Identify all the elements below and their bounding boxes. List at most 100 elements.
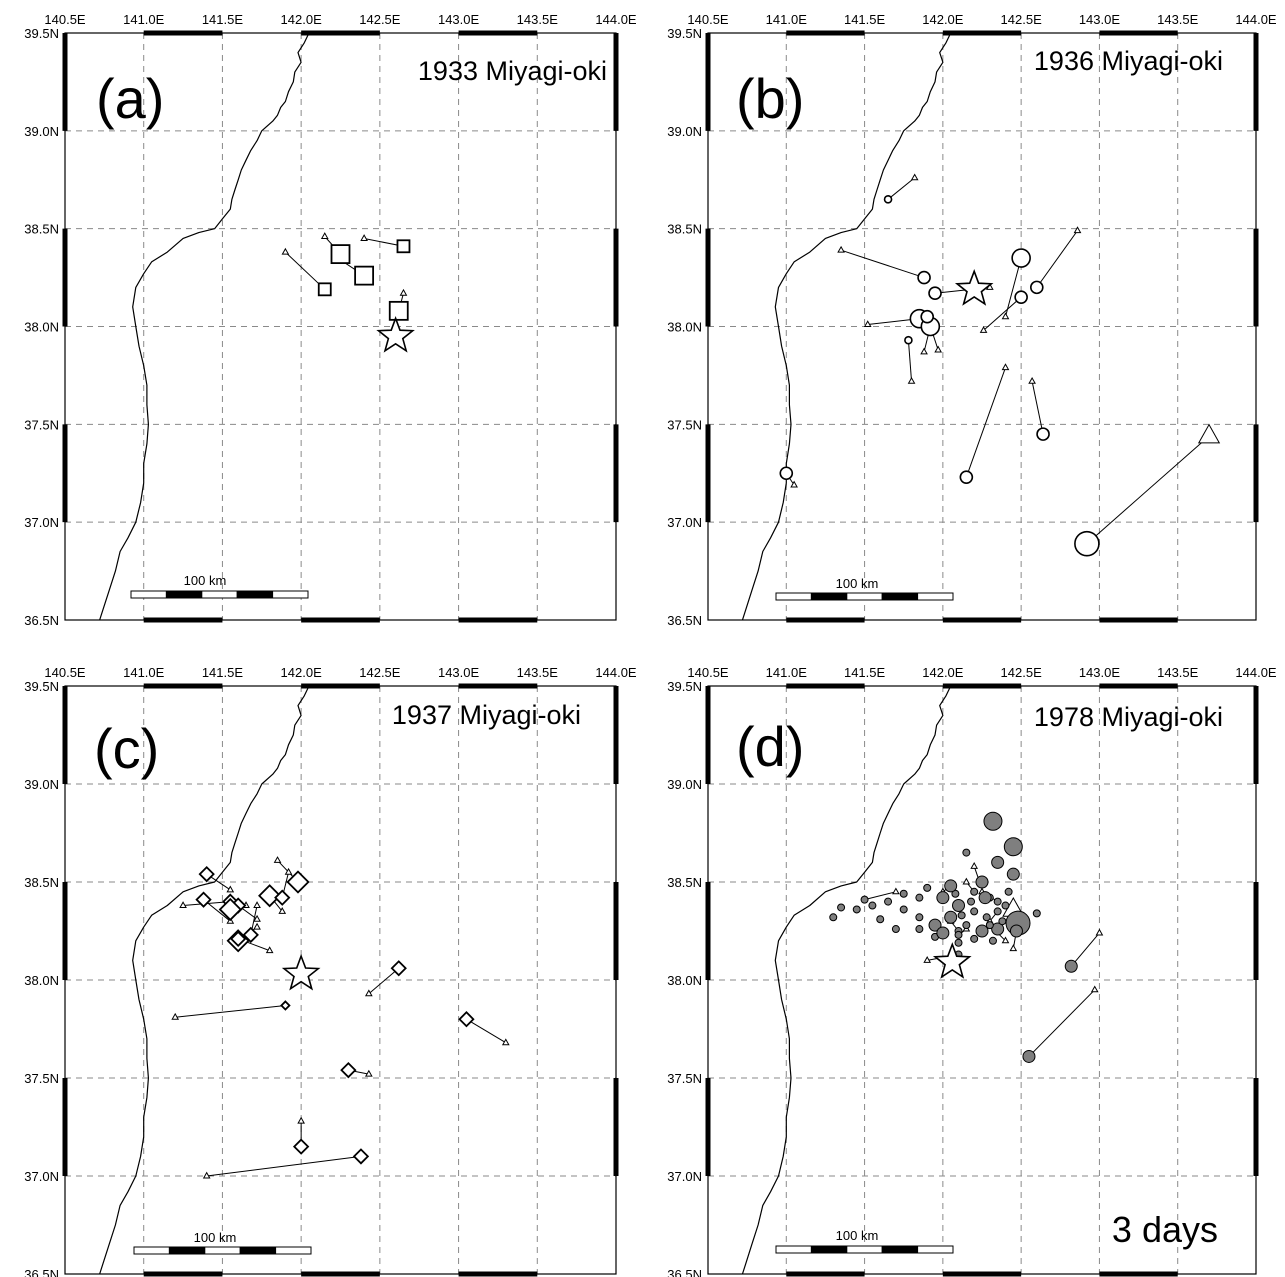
triangle-relocated-marker bbox=[278, 907, 287, 914]
longitude-tick-label: 143.5E bbox=[517, 665, 559, 680]
filled-circle-epicenter-marker bbox=[993, 897, 1002, 906]
map-panel-b: 140.5E 141.0E 141.5E 142.0E 142.5E 143.0E 143.… bbox=[667, 12, 1277, 628]
filled-circle-epicenter-marker bbox=[1001, 901, 1010, 910]
circle-epicenter-marker bbox=[920, 309, 935, 324]
circle-epicenter-marker bbox=[1036, 427, 1050, 441]
filled-circle-epicenter-marker bbox=[988, 936, 997, 945]
longitude-tick-label: 142.0E bbox=[922, 665, 964, 680]
mainshock-star-icon bbox=[281, 953, 321, 991]
scale-bar-segment bbox=[204, 1246, 241, 1255]
latitude-tick-label: 38.0N bbox=[667, 320, 702, 335]
scale-bar-segment bbox=[775, 1245, 812, 1254]
latitude-tick-label: 37.5N bbox=[667, 1071, 702, 1086]
triangle-relocated-marker bbox=[1197, 423, 1221, 444]
map-panel-a: 140.5E 141.0E 141.5E 142.0E 142.5E 143.0E 143.… bbox=[24, 12, 637, 628]
longitude-tick-label: 140.5E bbox=[687, 12, 729, 27]
filled-circle-epicenter-marker bbox=[899, 889, 908, 898]
triangle-relocated-marker bbox=[1028, 376, 1036, 384]
epicenter-layer bbox=[281, 232, 415, 353]
scale-bar-segment bbox=[275, 1246, 312, 1255]
triangle-relocated-marker bbox=[979, 326, 988, 333]
filled-circle-epicenter-marker bbox=[991, 922, 1005, 936]
triangle-relocated-marker bbox=[320, 232, 329, 239]
filled-circle-epicenter-marker bbox=[852, 905, 861, 914]
latitude-tick-label: 36.5N bbox=[667, 613, 702, 628]
graticule bbox=[65, 686, 616, 1274]
scale-bar-segment bbox=[846, 592, 883, 601]
latitude-tick-label: 39.5N bbox=[667, 679, 702, 694]
longitude-tick-label: 140.5E bbox=[687, 665, 729, 680]
mainshock-star-icon bbox=[954, 269, 994, 306]
scale-bar-segment bbox=[239, 1246, 277, 1255]
coastline bbox=[741, 33, 952, 620]
longitude-tick-label: 143.5E bbox=[1157, 665, 1199, 680]
filled-circle-epicenter-marker bbox=[1032, 909, 1041, 918]
scale-bar bbox=[775, 1245, 954, 1254]
diamond-epicenter-marker bbox=[242, 926, 259, 944]
diamond-epicenter-marker bbox=[258, 884, 282, 908]
latitude-tick-label: 39.0N bbox=[667, 124, 702, 139]
scale-bar bbox=[133, 1246, 312, 1255]
map-frame: 140.5E 141.0E 141.5E 142.0E 142.5E 143.0E 143.… bbox=[667, 665, 1277, 1277]
filled-circle-epicenter-marker bbox=[915, 913, 924, 922]
coastline-path bbox=[741, 33, 952, 620]
filled-circle-epicenter-marker bbox=[985, 921, 994, 930]
panel-title: 1978 Miyagi-oki bbox=[1034, 702, 1223, 732]
triangle-relocated-marker bbox=[920, 347, 928, 355]
longitude-tick-label: 141.0E bbox=[123, 665, 165, 680]
corner-note-3-days: 3 days bbox=[1112, 1209, 1218, 1250]
longitude-tick-label: 142.5E bbox=[1001, 12, 1043, 27]
diamond-epicenter-marker bbox=[274, 889, 291, 906]
triangle-relocated-marker bbox=[171, 1012, 180, 1020]
triangle-relocated-marker bbox=[892, 887, 900, 895]
triangle-relocated-marker bbox=[907, 376, 916, 384]
triangle-relocated-marker bbox=[364, 989, 373, 997]
latitude-tick-label: 36.5N bbox=[667, 1267, 702, 1277]
filled-circle-epicenter-marker bbox=[876, 915, 885, 924]
longitude-tick-label: 140.5E bbox=[44, 665, 86, 680]
scale-bar-segment bbox=[775, 592, 812, 601]
map-frame: 140.5E 141.0E 141.5E 142.0E 142.5E 143.0E 143.… bbox=[24, 665, 637, 1277]
scale-bar-segment bbox=[201, 590, 238, 599]
triangle-relocated-marker bbox=[790, 480, 798, 488]
latitude-tick-label: 39.0N bbox=[24, 124, 59, 139]
filled-circle-epicenter-marker bbox=[993, 907, 1002, 916]
scale-bar-segment bbox=[846, 1245, 883, 1254]
triangle-relocated-marker bbox=[281, 247, 290, 255]
longitude-tick-label: 142.0E bbox=[281, 665, 323, 680]
circle-epicenter-marker bbox=[1014, 290, 1028, 304]
circle-epicenter-marker bbox=[928, 286, 942, 301]
relocation-vector-line bbox=[965, 367, 1006, 478]
longitude-tick-label: 144.0E bbox=[595, 12, 637, 27]
filled-circle-epicenter-marker bbox=[829, 913, 838, 922]
longitude-tick-label: 143.0E bbox=[438, 665, 480, 680]
filled-circle-epicenter-marker bbox=[837, 903, 846, 912]
relocation-vector-line bbox=[1036, 230, 1078, 288]
filled-circle-epicenter-marker bbox=[1022, 1049, 1036, 1063]
scale-bar-label: 100 km bbox=[184, 573, 227, 588]
diamond-epicenter-marker bbox=[198, 865, 215, 883]
filled-circle-epicenter-marker bbox=[998, 917, 1007, 926]
panel-letter: (b) bbox=[736, 67, 804, 130]
scale-bar-segment bbox=[133, 1246, 170, 1255]
filled-circle-epicenter-marker bbox=[952, 899, 966, 913]
latitude-tick-label: 37.0N bbox=[24, 515, 59, 530]
relocation-vector-line bbox=[864, 891, 897, 901]
filled-circle-epicenter-marker bbox=[983, 811, 1003, 831]
circle-epicenter-marker bbox=[917, 270, 931, 285]
graticule bbox=[65, 33, 616, 620]
latitude-tick-label: 38.0N bbox=[24, 973, 59, 988]
triangle-relocated-marker bbox=[962, 877, 971, 885]
scale-bar-label: 100 km bbox=[194, 1230, 237, 1245]
triangle-relocated-marker bbox=[253, 922, 261, 930]
filled-circle-epicenter-marker bbox=[1003, 837, 1023, 857]
diamond-epicenter-marker bbox=[292, 1138, 310, 1155]
coastline-path bbox=[99, 686, 310, 1274]
latitude-tick-label: 36.5N bbox=[24, 1267, 59, 1277]
triangle-relocated-marker bbox=[923, 956, 932, 963]
longitude-tick-label: 142.5E bbox=[1001, 665, 1043, 680]
longitude-tick-label: 143.0E bbox=[1079, 665, 1121, 680]
filled-circle-epicenter-marker bbox=[936, 926, 950, 940]
filled-circle-epicenter-marker bbox=[962, 921, 971, 930]
latitude-tick-label: 37.5N bbox=[24, 1071, 59, 1086]
